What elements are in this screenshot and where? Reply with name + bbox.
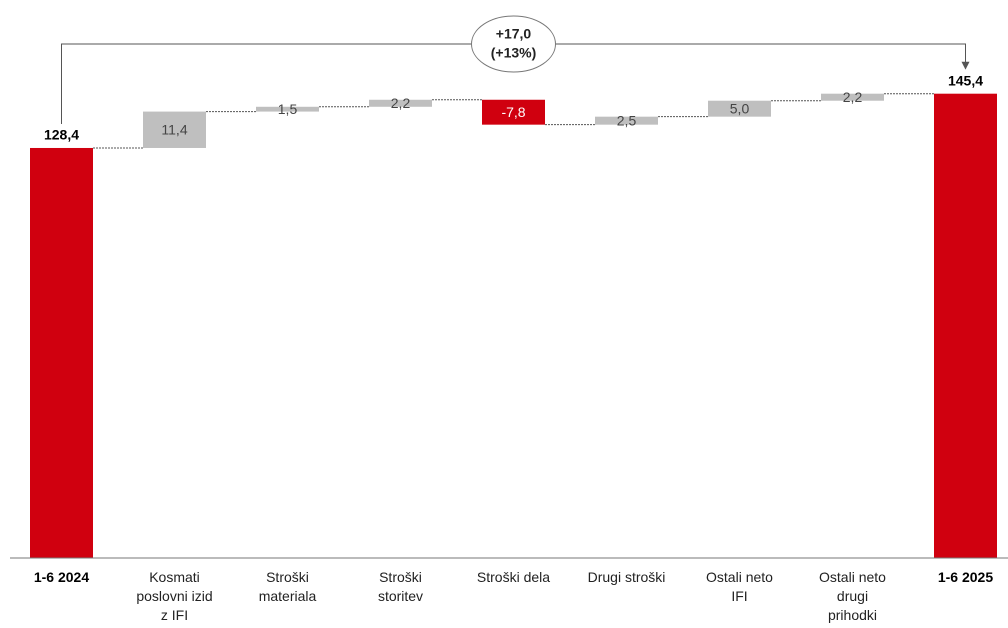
x-tick-label: Stroški materiala bbox=[258, 569, 317, 604]
x-tick-label: Ostali neto IFI bbox=[706, 569, 773, 604]
bar bbox=[934, 93, 997, 558]
annotation-bubble bbox=[471, 15, 556, 73]
annotation: +17,0 bbox=[496, 26, 532, 42]
value-label: -7,8 bbox=[501, 104, 525, 120]
x-tick-label: 1-6 2024 bbox=[33, 569, 90, 585]
x-tick-label: 1-6 2025 bbox=[937, 569, 994, 585]
bar bbox=[595, 116, 658, 125]
bar bbox=[30, 147, 93, 558]
bar bbox=[369, 99, 432, 107]
bar bbox=[143, 111, 206, 148]
x-tick-label: Stroški storitev bbox=[377, 569, 424, 604]
value-label: 128,4 bbox=[44, 127, 79, 143]
value-label: 5,0 bbox=[730, 100, 750, 116]
value-label: 2,2 bbox=[391, 95, 411, 111]
value-label: 1,5 bbox=[278, 101, 298, 117]
x-tick-label: Stroški dela bbox=[476, 569, 551, 585]
bar bbox=[482, 99, 545, 125]
value-label: 2,2 bbox=[843, 89, 863, 105]
value-label: 11,4 bbox=[161, 121, 187, 137]
value-label: 2,5 bbox=[617, 112, 637, 128]
value-label: 145,4 bbox=[948, 72, 983, 88]
bar bbox=[256, 106, 319, 112]
x-tick-label: Kosmati poslovni izid z IFI bbox=[136, 569, 213, 623]
x-tick-label: Ostali neto drugi prihodki bbox=[819, 569, 886, 623]
x-tick-label: Drugi stroški bbox=[587, 569, 666, 585]
bar bbox=[821, 93, 884, 101]
bar bbox=[708, 100, 771, 117]
annotation: (+13%) bbox=[491, 45, 537, 61]
